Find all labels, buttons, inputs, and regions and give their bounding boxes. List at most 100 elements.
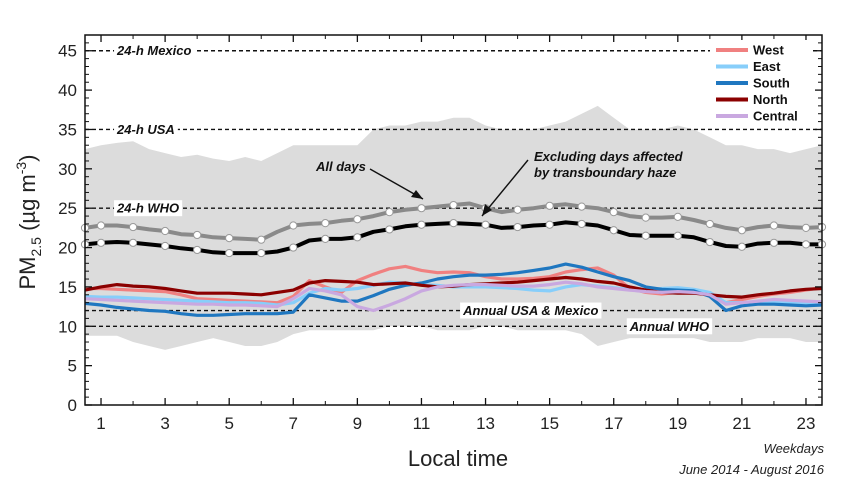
aggregate-marker-all-days (417, 220, 426, 229)
series-layer (85, 262, 822, 317)
reference-label-bg (114, 200, 183, 217)
reference-line-label: 24-h Mexico (116, 43, 191, 58)
y-tick-label: 45 (58, 42, 77, 61)
aggregate-marker-all-days (353, 233, 362, 242)
aggregate-marker-excluding-haze (257, 235, 266, 244)
aggregate-marker-all-days (673, 231, 682, 240)
y-tick-label: 35 (58, 120, 77, 139)
aggregate-marker-excluding-haze (705, 219, 714, 229)
x-tick-label: 15 (540, 414, 559, 433)
y-tick-label: 15 (58, 278, 77, 297)
reference-line-label: Annual WHO (629, 319, 709, 334)
reference-label-bg (114, 42, 195, 59)
aggregate-marker-all-days (481, 220, 490, 229)
aggregate-marker-all-days (737, 242, 746, 251)
aggregate-marker-excluding-haze (609, 208, 618, 217)
legend-label: East (753, 59, 781, 74)
annotation-arrowhead-excluding-haze (482, 204, 492, 216)
x-tick-label: 11 (413, 414, 431, 433)
aggregate-marker-all-days (96, 238, 106, 247)
x-tick-label: 23 (797, 414, 816, 433)
aggregate-marker-all-days (801, 240, 811, 249)
annotation-excluding-haze: Excluding days affected (534, 149, 684, 164)
aggregate-marker-excluding-haze (641, 213, 650, 222)
y-tick-label: 40 (58, 81, 77, 100)
aggregate-marker-excluding-haze (161, 226, 170, 236)
y-axis-title: PM2.5 (µg m-3) (13, 154, 44, 289)
y-tick-label: 0 (68, 396, 77, 415)
aggregate-marker-excluding-haze (353, 215, 362, 224)
y-tick-label: 20 (58, 239, 77, 258)
x-tick-label: 9 (353, 414, 362, 433)
aggregate-marker-excluding-haze (801, 223, 811, 232)
aggregate-series-layer (80, 200, 827, 258)
aggregate-marker-excluding-haze (193, 230, 202, 240)
aggregate-marker-excluding-haze (225, 234, 234, 243)
x-tick-label: 13 (476, 414, 495, 433)
x-tick-label: 7 (289, 414, 298, 433)
footnote-period: June 2014 - August 2016 (678, 462, 825, 477)
aggregate-marker-all-days (769, 238, 779, 247)
annotation-all-days: All days (315, 159, 366, 174)
aggregate-marker-all-days (289, 243, 298, 252)
reference-label-bg (114, 121, 178, 138)
x-tick-label: 19 (668, 414, 687, 433)
series-line-central (85, 280, 822, 313)
aggregate-marker-excluding-haze (673, 212, 682, 221)
aggregate-marker-excluding-haze (128, 222, 138, 232)
aggregate-marker-all-days (128, 238, 138, 247)
aggregate-marker-all-days (225, 248, 234, 258)
legend-label: South (753, 76, 790, 91)
legend-label: West (753, 43, 784, 58)
aggregate-marker-all-days (513, 222, 522, 232)
aggregate-marker-excluding-haze (545, 201, 554, 210)
reference-line-label: Annual USA & Mexico (462, 303, 598, 318)
x-tick-label: 21 (732, 414, 751, 433)
aggregate-marker-excluding-haze (385, 208, 394, 217)
aggregate-marker-excluding-haze (769, 221, 779, 230)
legend-label: Central (753, 109, 798, 124)
aggregate-marker-excluding-haze (577, 202, 586, 211)
y-axis-title-part: 2.5 (28, 237, 44, 257)
aggregate-marker-excluding-haze (417, 204, 426, 213)
x-tick-label: 1 (96, 414, 105, 433)
x-tick-label: 5 (224, 414, 233, 433)
aggregate-marker-all-days (321, 234, 330, 243)
legend-label: North (753, 92, 788, 107)
y-axis-title-part: (µg m (15, 174, 40, 237)
aggregate-marker-excluding-haze (289, 221, 298, 230)
aggregate-marker-all-days (449, 219, 458, 228)
reference-line-label: 24-h USA (116, 122, 175, 137)
annotation-arrow-excluding-haze (481, 159, 529, 217)
range-band-layer (85, 105, 822, 350)
range-band (85, 105, 822, 350)
aggregate-marker-all-days (257, 248, 266, 258)
aggregate-marker-excluding-haze (737, 226, 746, 235)
y-axis-title-part: ) (15, 154, 40, 161)
aggregate-marker-all-days (385, 225, 394, 234)
y-axis-title-part: PM (15, 257, 40, 290)
aggregate-marker-all-days (193, 245, 202, 255)
y-tick-label: 25 (58, 199, 77, 218)
footnote-weekdays: Weekdays (764, 441, 825, 456)
y-tick-label: 5 (68, 357, 77, 376)
y-tick-label: 10 (58, 317, 77, 336)
reference-line-label: 24-h WHO (116, 201, 179, 216)
y-axis-title-part: -3 (13, 162, 29, 175)
x-axis-title: Local time (408, 446, 508, 471)
aggregate-marker-all-days (705, 237, 714, 247)
aggregate-marker-all-days (609, 226, 618, 235)
aggregate-marker-all-days (641, 231, 650, 240)
annotation-arrowhead-all-days (411, 190, 423, 199)
aggregate-marker-all-days (545, 220, 554, 229)
aggregate-marker-all-days (577, 219, 586, 229)
annotation-excluding-haze: by transboundary haze (534, 165, 676, 180)
reference-label-bg (460, 302, 602, 319)
reference-lines-layer: 24-h Mexico 24-h USA 24-h WHO Annual USA & … (85, 42, 822, 335)
axis-titles-layer: Local time PM2.5 (µg m-3) Weekdays June 201… (13, 154, 825, 477)
aggregate-marker-excluding-haze (513, 205, 522, 214)
